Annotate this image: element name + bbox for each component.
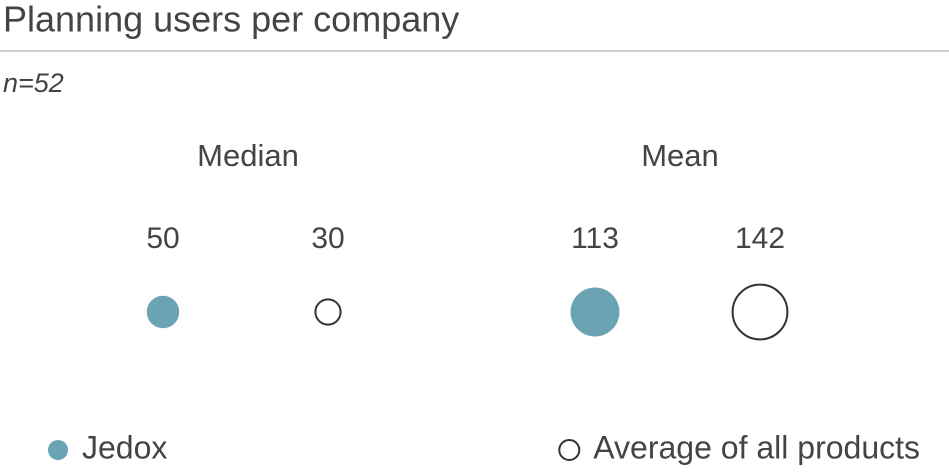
bubble	[731, 283, 789, 341]
legend-label: Average of all products	[593, 429, 920, 465]
category-label: Median	[197, 138, 299, 173]
legend-swatch	[558, 439, 581, 461]
value-label: 50	[146, 222, 179, 255]
value-label: 113	[571, 222, 619, 255]
value-label: 30	[311, 222, 344, 255]
category-label: Mean	[641, 138, 719, 173]
legend-label: Jedox	[82, 429, 167, 465]
chart-subtitle: n=52	[3, 68, 64, 98]
bubble	[314, 298, 342, 326]
value-label: 142	[735, 222, 785, 255]
bubble	[146, 295, 180, 329]
bubble	[570, 287, 620, 337]
chart-title: Planning users per company	[3, 0, 459, 40]
legend-swatch	[48, 440, 68, 460]
